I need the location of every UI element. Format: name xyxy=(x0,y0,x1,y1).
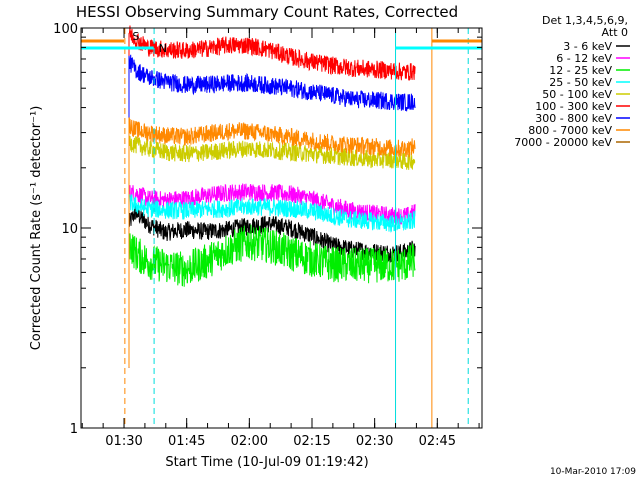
y-axis-label: Corrected Count Rate (s⁻¹ detector⁻¹) xyxy=(29,106,44,351)
legend-label: 7000 - 20000 keV xyxy=(514,136,612,149)
legend-label: 300 - 800 keV xyxy=(535,112,612,125)
y-tick-label: 100 xyxy=(53,22,78,37)
marker-layer: SN xyxy=(81,28,482,428)
x-tick-label: 02:45 xyxy=(419,434,456,449)
series-line xyxy=(128,194,416,368)
series-line xyxy=(128,135,416,368)
legend-label: 12 - 25 keV xyxy=(549,64,612,77)
series-line xyxy=(128,25,416,368)
timestamp: 10-Mar-2010 17:09 xyxy=(550,467,636,477)
x-tick-label: 01:45 xyxy=(168,434,205,449)
legend-label: 50 - 100 keV xyxy=(542,88,612,101)
y-tick-label: 10 xyxy=(61,222,78,237)
legend-label: 3 - 6 keV xyxy=(563,40,612,53)
series-line xyxy=(128,117,416,368)
marker-label-s: S xyxy=(132,30,139,43)
legend-label: 6 - 12 keV xyxy=(556,52,612,65)
legend-label: 800 - 7000 keV xyxy=(528,124,612,137)
y-tick-label: 1 xyxy=(70,422,78,437)
legend-header-2: Att 0 xyxy=(602,26,628,39)
chart-title: HESSI Observing Summary Count Rates, Cor… xyxy=(76,3,458,21)
x-tick-label: 02:00 xyxy=(231,434,268,449)
legend-label: 25 - 50 keV xyxy=(549,76,612,89)
tick-layer: 1 10 100 01:30 01:45 02:00 02:15 02:30 02:45 xyxy=(53,22,482,449)
x-tick-label: 02:30 xyxy=(356,434,393,449)
marker-label-n: N xyxy=(159,42,167,55)
series-layer xyxy=(128,25,416,368)
x-axis-label: Start Time (10-Jul-09 01:19:42) xyxy=(165,455,368,470)
legend-label: 100 - 300 keV xyxy=(535,100,612,113)
series-line xyxy=(128,54,416,368)
x-tick-label: 01:30 xyxy=(105,434,142,449)
series-line xyxy=(128,224,416,368)
legend-header-1: Det 1,3,4,5,6,9, xyxy=(542,14,628,27)
x-tick-label: 02:15 xyxy=(293,434,330,449)
